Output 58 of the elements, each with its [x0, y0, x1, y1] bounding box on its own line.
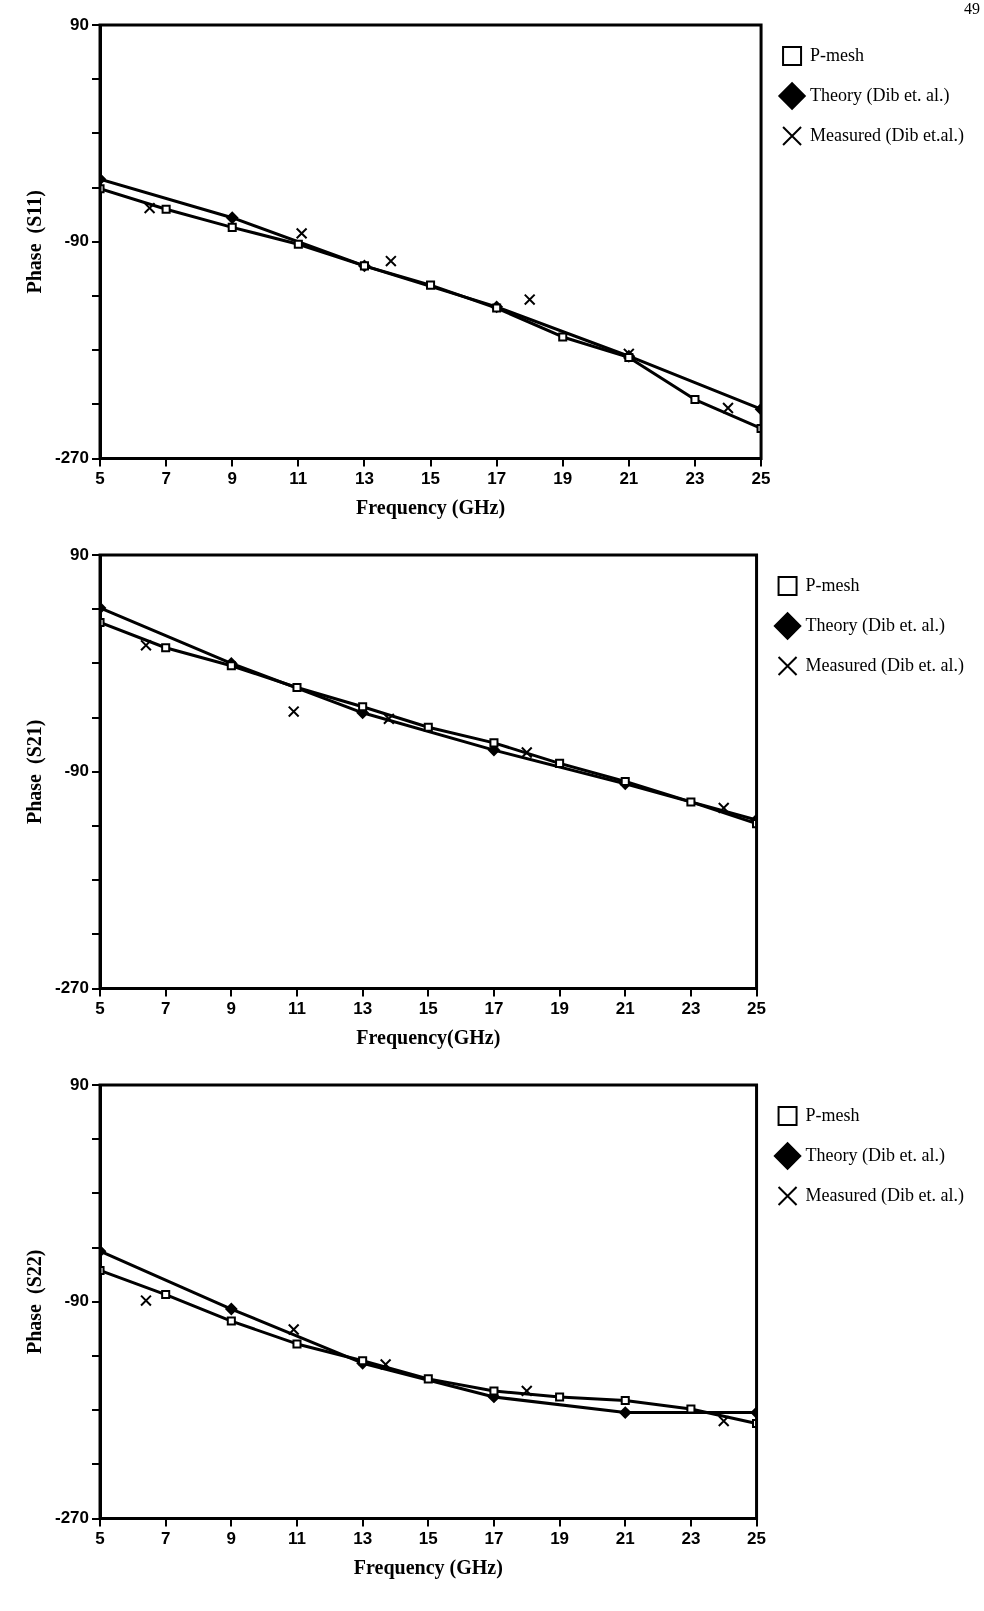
y-axis-title: Phase (S22)	[23, 1249, 47, 1355]
legend-label: Theory (Dib et. al.)	[810, 84, 950, 106]
x-tick-label: 15	[421, 469, 440, 489]
y-axis-title: Phase (S21)	[23, 719, 47, 825]
legend-label: Theory (Dib et. al.)	[805, 1144, 946, 1166]
legend-label: Measured (Dib et.al.)	[810, 124, 965, 146]
x-tick-label: 23	[685, 469, 705, 489]
x-tick-label: 21	[615, 1529, 635, 1549]
x-axis-title: Frequency (GHz)	[353, 1556, 503, 1580]
text: 49	[964, 0, 980, 18]
x-tick-label: 5	[95, 469, 105, 489]
y-tick-label: -270	[54, 978, 90, 998]
y-tick-label: -270	[54, 448, 90, 468]
x-tick-label: 23	[681, 999, 701, 1019]
x-tick-label: 17	[484, 1529, 504, 1549]
x-tick-label: 9	[226, 999, 237, 1019]
x-tick-label: 13	[353, 1529, 373, 1549]
x-tick-label: 5	[95, 999, 105, 1019]
x-tick-label: 5	[95, 1529, 105, 1549]
legend-label: Theory (Dib et. al.)	[805, 614, 946, 636]
x-tick-label: 17	[484, 999, 504, 1019]
x-tick-label: 13	[354, 469, 374, 489]
x-tick-label: 23	[681, 1529, 701, 1549]
x-tick-label: 19	[550, 1529, 570, 1549]
x-tick-label: 7	[160, 1529, 171, 1549]
x-tick-label: 17	[487, 469, 507, 489]
x-tick-label: 21	[615, 999, 635, 1019]
y-tick-label: -270	[54, 1508, 90, 1528]
x-tick-label: 15	[418, 1529, 438, 1549]
x-tick-label: 25	[751, 469, 771, 489]
y-axis-title: Phase (S11)	[23, 190, 47, 294]
x-tick-label: 19	[550, 999, 570, 1019]
x-tick-label: 25	[747, 999, 767, 1019]
legend-label: Measured (Dib et. al.)	[805, 1184, 965, 1206]
legend-label: P-mesh	[810, 44, 865, 65]
x-axis-title: Frequency (GHz)	[356, 496, 506, 520]
y-tick-label: -90	[64, 761, 90, 781]
x-tick-label: 11	[289, 469, 308, 489]
y-tick-label: -90	[64, 231, 90, 251]
x-tick-label: 7	[160, 999, 171, 1019]
x-tick-label: 7	[161, 469, 171, 489]
x-tick-label: 9	[226, 1529, 237, 1549]
legend-label: Measured (Dib et. al.)	[805, 654, 965, 676]
x-tick-label: 11	[287, 1529, 306, 1549]
x-tick-label: 13	[353, 999, 373, 1019]
y-tick-label: 90	[70, 14, 90, 34]
x-tick-label: 15	[418, 999, 438, 1019]
x-tick-label: 9	[227, 469, 237, 489]
y-tick-label: 90	[70, 1074, 90, 1094]
x-tick-label: 21	[619, 469, 639, 489]
y-tick-label: 90	[70, 544, 90, 564]
x-tick-label: 25	[747, 1529, 767, 1549]
legend-label: P-mesh	[805, 574, 860, 595]
x-tick-label: 11	[287, 999, 306, 1019]
x-axis-title: Frequency(GHz)	[356, 1026, 501, 1050]
x-tick-label: 19	[553, 469, 573, 489]
legend-label: P-mesh	[805, 1104, 860, 1125]
y-tick-label: -90	[64, 1291, 90, 1311]
